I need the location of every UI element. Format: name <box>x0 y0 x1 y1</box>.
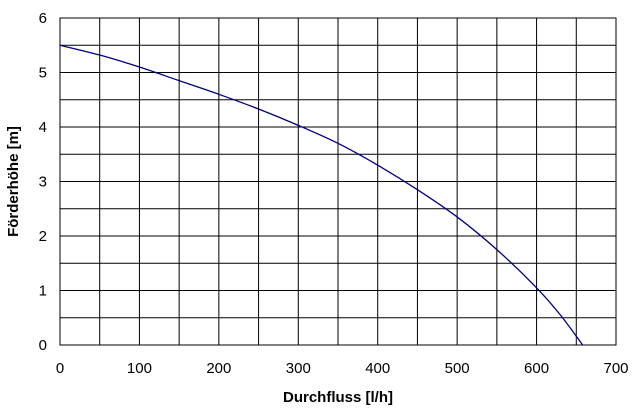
x-tick-label: 100 <box>127 360 152 377</box>
plot-area-frame <box>59 17 617 346</box>
y-tick-label: 6 <box>39 10 47 27</box>
x-tick-label: 500 <box>445 360 470 377</box>
y-tick-label: 0 <box>39 337 47 354</box>
y-tick-labels: 0 1 2 3 4 5 6 <box>39 10 47 354</box>
y-tick-label: 1 <box>39 283 47 300</box>
y-axis-title: Förderhöhe [m] <box>5 126 22 237</box>
y-tick-label: 3 <box>39 174 47 191</box>
x-tick-label: 600 <box>524 360 549 377</box>
grid-lines <box>59 17 617 346</box>
x-tick-label: 0 <box>56 360 64 377</box>
x-tick-label: 400 <box>365 360 390 377</box>
pump-curve-line <box>59 44 584 346</box>
x-axis-title: Durchfluss [l/h] <box>283 389 393 406</box>
y-tick-label: 2 <box>39 228 47 245</box>
x-tick-labels: 0 100 200 300 400 500 600 700 <box>56 360 629 377</box>
series-group <box>59 44 584 346</box>
x-tick-label: 700 <box>603 360 628 377</box>
x-tick-label: 200 <box>206 360 231 377</box>
y-tick-label: 4 <box>39 119 47 136</box>
x-tick-label: 300 <box>286 360 311 377</box>
y-tick-label: 5 <box>39 65 47 82</box>
